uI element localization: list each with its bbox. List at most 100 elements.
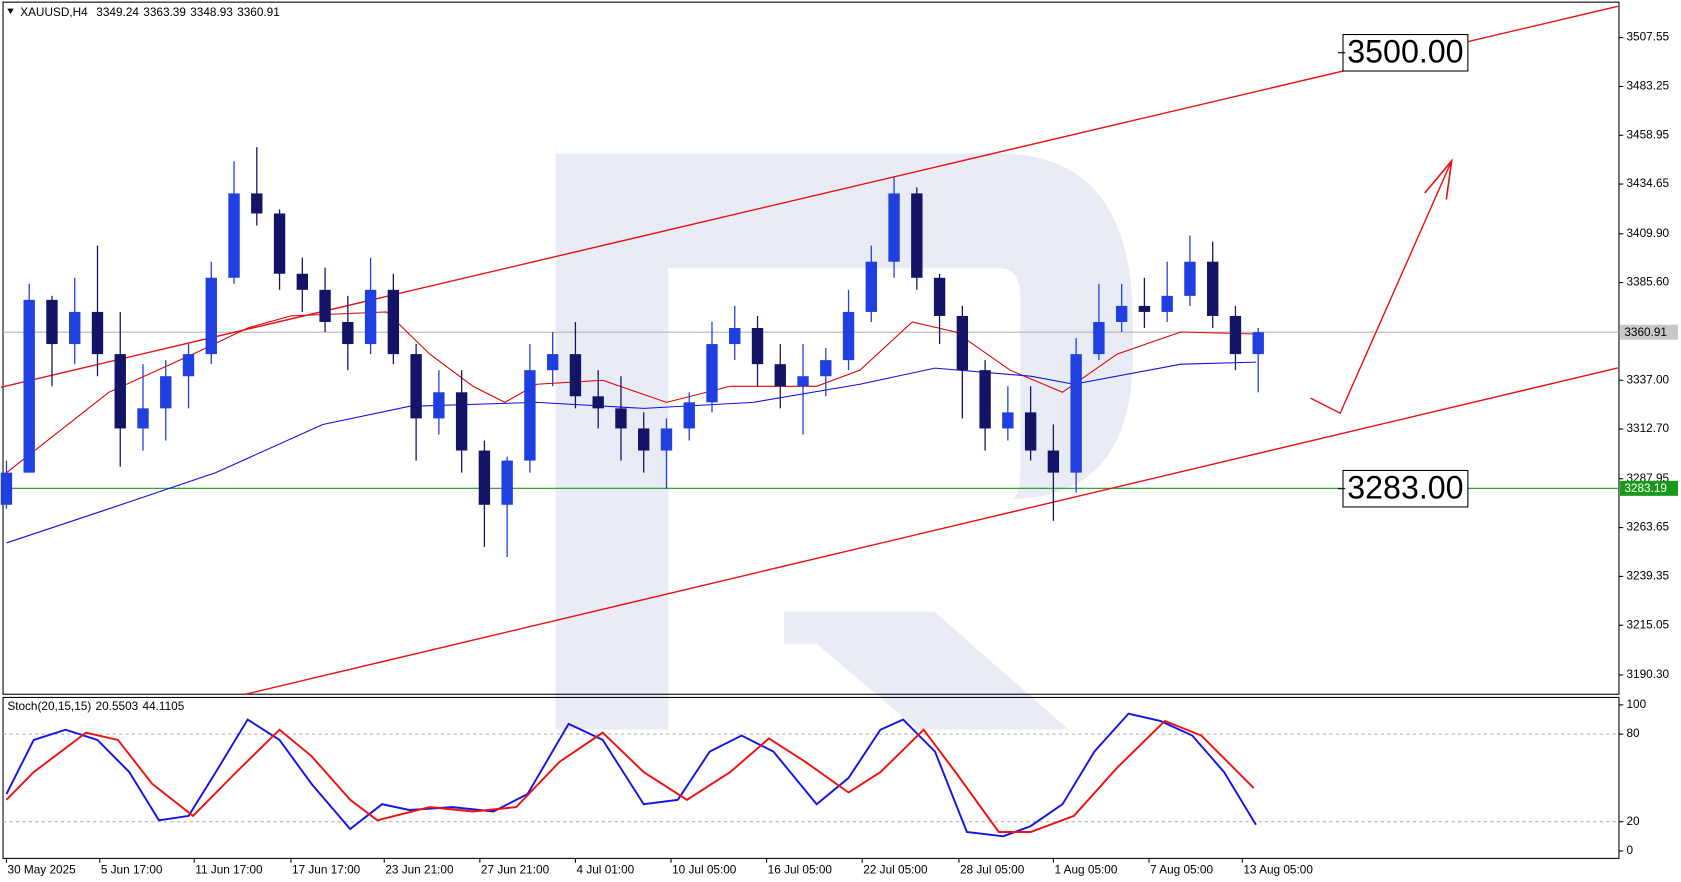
- candle-body: [46, 299, 58, 345]
- y-tick-label: 3483.25: [1626, 79, 1669, 93]
- candle-body: [706, 344, 718, 403]
- y-tick-label: 3215.05: [1626, 617, 1669, 631]
- candle-body: [1115, 305, 1128, 322]
- y-tick-label: 3312.70: [1626, 421, 1669, 435]
- x-tick-label: 23 Jun 21:00: [385, 862, 454, 876]
- candle-body: [0, 472, 13, 505]
- trend-drawing: [245, 367, 1618, 695]
- collapse-icon[interactable]: [7, 8, 14, 14]
- candle-body: [114, 354, 126, 429]
- price-annotation: 3500.00: [1337, 33, 1469, 72]
- trend-drawing: [1310, 160, 1453, 415]
- candle-body: [1047, 450, 1060, 473]
- support-price-label: 3283.19: [1624, 481, 1667, 495]
- candle-body: [524, 370, 536, 461]
- candle-body: [182, 354, 195, 377]
- x-tick-label: 4 Jul 01:00: [577, 862, 635, 876]
- candle-body: [137, 408, 149, 429]
- x-tick-label: 22 Jul 05:00: [863, 862, 928, 876]
- annotation-box: [1342, 33, 1469, 72]
- y-tick-label: 0: [1626, 843, 1633, 857]
- candle-body: [1229, 315, 1242, 355]
- ohlc-readout: 3360.91: [237, 5, 280, 19]
- candle-body: [933, 277, 946, 316]
- candle-body: [387, 289, 400, 355]
- candle-body: [683, 402, 695, 429]
- stoch-line: [5, 719, 1255, 833]
- candle-body: [205, 277, 217, 355]
- candle-body: [911, 193, 923, 278]
- indicator-readout: 44.1105: [143, 699, 185, 713]
- watermark: [784, 611, 1069, 730]
- x-tick-label: 5 Jun 17:00: [101, 862, 163, 876]
- candle-body: [1093, 321, 1105, 355]
- candle-body: [91, 311, 104, 355]
- candle-body: [592, 396, 604, 409]
- y-tick-label: 3190.30: [1626, 667, 1669, 681]
- plot-layer: XAUUSD,H4 3349.24 3363.39 3348.93 3360.91 350…: [0, 5, 1678, 876]
- ohlc-readout: 3363.39: [143, 5, 186, 19]
- candle-body: [615, 408, 627, 429]
- candle-body: [660, 428, 673, 451]
- candle-body: [1002, 412, 1014, 429]
- current-price-label-box: [1620, 324, 1678, 340]
- candle-body: [160, 376, 172, 409]
- arrow-head: [1424, 158, 1453, 200]
- candle-body: [478, 450, 491, 505]
- y-tick-label: 3507.55: [1626, 30, 1669, 44]
- candle-body: [888, 193, 900, 262]
- candle-body: [296, 273, 309, 290]
- candle-body: [433, 392, 445, 419]
- candle-body: [455, 392, 468, 451]
- x-tick-label: 7 Aug 05:00: [1150, 862, 1213, 876]
- symbol-label: XAUUSD,H4: [20, 5, 88, 19]
- y-tick-label: 20: [1626, 814, 1640, 828]
- candle-body: [69, 311, 81, 345]
- candle-body: [251, 193, 263, 214]
- candle-body: [820, 360, 832, 377]
- watermark: [555, 153, 1133, 730]
- y-tick-label: 100: [1626, 697, 1646, 711]
- ohlc-readout: 3349.24: [96, 5, 139, 19]
- candle-body: [1252, 332, 1264, 355]
- main-frame: [2, 1, 1620, 695]
- candle-body: [1207, 261, 1219, 316]
- candle-body: [1024, 412, 1037, 451]
- x-tick-label: 10 Jul 05:00: [672, 862, 737, 876]
- x-tick-label: 27 Jun 21:00: [481, 862, 550, 876]
- candle-body: [546, 354, 559, 371]
- candle-body: [842, 311, 855, 361]
- candle-body: [751, 327, 764, 365]
- moving-average: [6, 361, 1256, 544]
- candle-body: [1070, 354, 1082, 473]
- candle-body: [638, 428, 650, 451]
- candle-body: [319, 289, 331, 322]
- x-tick-label: 11 Jun 17:00: [195, 862, 263, 876]
- annotation-label: 3283.00: [1347, 469, 1463, 505]
- candle-body: [501, 460, 513, 505]
- y-tick-label: 3263.65: [1626, 520, 1669, 534]
- candle-body: [273, 213, 286, 274]
- y-tick-label: 3337.00: [1626, 372, 1669, 386]
- candle-body: [1161, 295, 1173, 312]
- x-tick-label: 13 Aug 05:00: [1243, 862, 1313, 876]
- y-tick-label: 80: [1626, 726, 1640, 740]
- stoch-line: [5, 712, 1257, 838]
- candle-body: [23, 299, 35, 473]
- x-tick-label: 17 Jun 17:00: [292, 862, 361, 876]
- candle-body: [342, 321, 354, 345]
- candle-body: [797, 376, 809, 387]
- indicator-label: Stoch(20,15,15): [7, 699, 91, 713]
- y-tick-label: 3239.35: [1626, 569, 1669, 583]
- moving-average: [6, 311, 1256, 474]
- candle-body: [1138, 305, 1151, 312]
- x-tick-label: 30 May 2025: [8, 862, 77, 876]
- annotation-label: 3500.00: [1347, 33, 1463, 69]
- stoch-frame: [2, 696, 1620, 859]
- candle-body: [774, 364, 786, 387]
- x-tick-label: 1 Aug 05:00: [1054, 862, 1117, 876]
- indicator-readout: 20.5503: [96, 699, 139, 713]
- candle-body: [956, 315, 969, 371]
